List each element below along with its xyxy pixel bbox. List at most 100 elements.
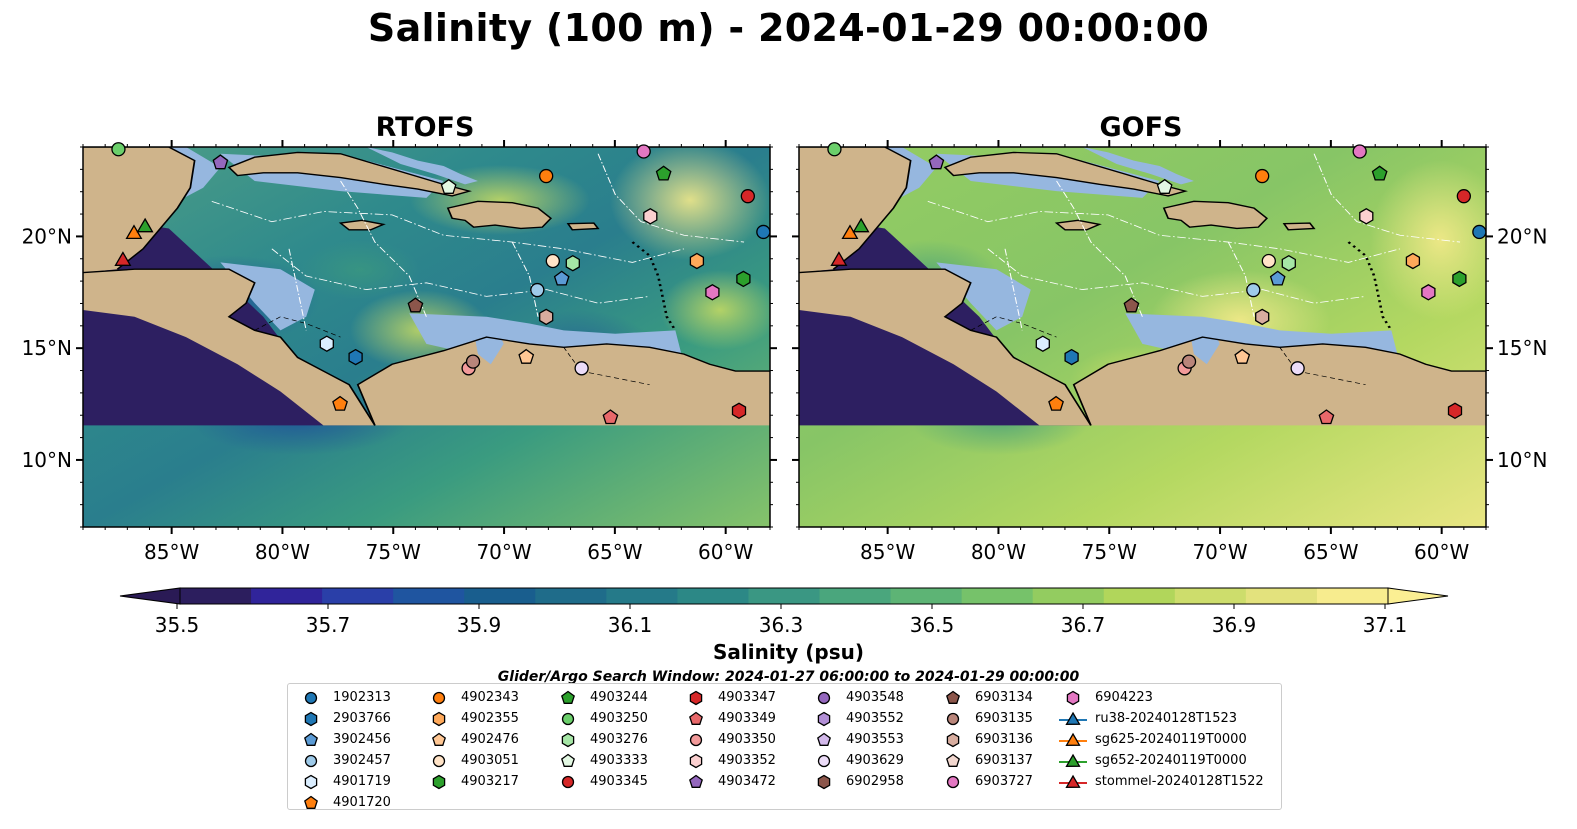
legend-marker <box>304 774 318 789</box>
legend-entry: 6903136 <box>938 729 1033 750</box>
legend-marker-icon <box>1059 711 1087 725</box>
legend-label: 4902343 <box>461 690 519 705</box>
legend-entry: 4903347 <box>681 687 776 708</box>
legend-marker <box>432 732 446 746</box>
legend-marker <box>817 754 831 767</box>
legend-marker-icon <box>561 712 575 725</box>
float-marker-4903051 <box>545 253 560 269</box>
float-marker-6903727 <box>1352 144 1367 159</box>
legend-marker-icon <box>946 690 960 704</box>
legend-label: 4903250 <box>590 711 648 726</box>
float-marker-4902476 <box>1234 348 1251 364</box>
legend-marker-icon <box>432 711 446 726</box>
float-marker-4903217 <box>736 270 751 288</box>
lat-tick-label-right: 15°N <box>1497 336 1547 360</box>
search-window-text: Glider/Argo Search Window: 2024-01-27 06… <box>497 669 1080 685</box>
float-marker-1902313 <box>756 224 771 240</box>
float-marker-4903217 <box>1452 270 1467 288</box>
float-marker-3902457 <box>1246 282 1261 298</box>
legend-marker-icon <box>689 733 703 746</box>
legend-column: 6904223 ru38-20240128T1523 sg625-20240119T… <box>1058 687 1264 792</box>
float-marker-4903250 <box>827 142 842 157</box>
legend-label: 4903276 <box>590 732 648 747</box>
lon-tick-label: 85°W <box>860 540 915 564</box>
legend-marker <box>946 712 960 725</box>
legend-entry: ru38-20240128T1523 <box>1058 708 1264 729</box>
legend-marker <box>689 774 703 788</box>
colorbar-tick-label: 36.5 <box>910 613 955 637</box>
lon-tick-label: 85°W <box>144 540 199 564</box>
legend-entry: 4903350 <box>681 729 776 750</box>
colorbar-segment <box>322 588 394 604</box>
legend-entry: 4903629 <box>809 750 904 771</box>
legend-label: 4903352 <box>718 753 776 768</box>
legend-entry: 4901720 <box>296 792 391 813</box>
colorbar-tick-label: 36.7 <box>1061 613 1106 637</box>
legend-label: 4903548 <box>846 690 904 705</box>
colorbar-tick-label: 37.1 <box>1363 613 1408 637</box>
legend-entry: 4903345 <box>553 771 648 792</box>
legend-marker-icon <box>304 711 318 726</box>
colorbar-segment <box>1245 588 1318 604</box>
legend-marker-icon <box>817 691 831 704</box>
legend-marker-icon <box>946 775 960 788</box>
legend-marker <box>304 795 318 809</box>
legend-marker-icon <box>689 753 703 768</box>
lat-tick-label-left: 15°N <box>22 336 72 360</box>
legend-marker <box>561 712 575 725</box>
float-marker-4903244 <box>1371 165 1388 181</box>
colorbar-extend-high <box>1387 587 1449 605</box>
float-marker-6903727 <box>636 144 651 159</box>
float-marker-6903136 <box>1255 308 1270 326</box>
lon-tick-label: 70°W <box>476 540 531 564</box>
legend-marker-icon <box>561 775 575 788</box>
float-marker-4903352 <box>643 208 658 225</box>
legend-marker-icon <box>817 754 831 767</box>
float-marker-4901720 <box>1048 395 1064 411</box>
legend-entry: 4902476 <box>424 729 519 750</box>
colorbar-segment <box>677 588 749 604</box>
legend: 1902313 2903766 3902456 3902457 4901719 49017… <box>287 683 1282 810</box>
legend-label: 4903347 <box>718 690 776 705</box>
legend-label: 4903349 <box>718 711 776 726</box>
legend-marker-icon <box>946 732 960 747</box>
float-marker-4903333 <box>440 178 457 194</box>
legend-marker <box>1065 753 1081 767</box>
colorbar-tick-label: 35.5 <box>155 613 200 637</box>
gofs-map <box>799 147 1486 527</box>
float-marker-4902355 <box>1405 252 1421 270</box>
glider-marker-sg652-20240119T0000 <box>136 217 154 233</box>
colorbar-segment <box>961 588 1034 604</box>
float-marker-3902456 <box>1269 270 1286 286</box>
axis-layer: 85°W 80°W 75°W 70°W 65°W 60°W 85°W 80°W 75°W 70°W… <box>22 140 1547 564</box>
colorbar-tick-label: 36.1 <box>608 613 653 637</box>
legend-entry: 4903548 <box>809 687 904 708</box>
legend-marker-icon <box>1066 690 1080 705</box>
legend-marker <box>561 732 575 747</box>
legend-marker-icon <box>304 795 318 809</box>
lat-tick-label-left: 10°N <box>22 448 72 472</box>
panel-title-rtofs: RTOFS <box>375 112 475 143</box>
legend-label: 4903345 <box>590 774 648 789</box>
legend-marker <box>432 774 446 789</box>
legend-label: sg652-20240119T0000 <box>1095 753 1247 768</box>
float-marker-4903629 <box>1290 361 1305 376</box>
legend-marker <box>689 690 703 705</box>
legend-entry: sg652-20240119T0000 <box>1058 750 1264 771</box>
legend-marker <box>946 753 960 767</box>
legend-entry: 4903352 <box>681 750 776 771</box>
float-marker-4901720 <box>332 395 348 411</box>
lon-tick-label: 60°W <box>1414 540 1469 564</box>
legend-entry: 4903472 <box>681 771 776 792</box>
float-marker-4902476 <box>518 348 535 364</box>
legend-marker <box>561 753 575 767</box>
colorbar-segment <box>180 588 252 604</box>
legend-entry: 6903134 <box>938 687 1033 708</box>
legend-marker <box>1066 690 1080 705</box>
colorbar-segment <box>819 588 892 604</box>
glider-marker-sg652-20240119T0000 <box>852 217 870 233</box>
legend-entry: 6903727 <box>938 771 1033 792</box>
legend-marker <box>432 691 446 704</box>
legend-entry: 3902457 <box>296 750 391 771</box>
legend-label: 4903629 <box>846 753 904 768</box>
